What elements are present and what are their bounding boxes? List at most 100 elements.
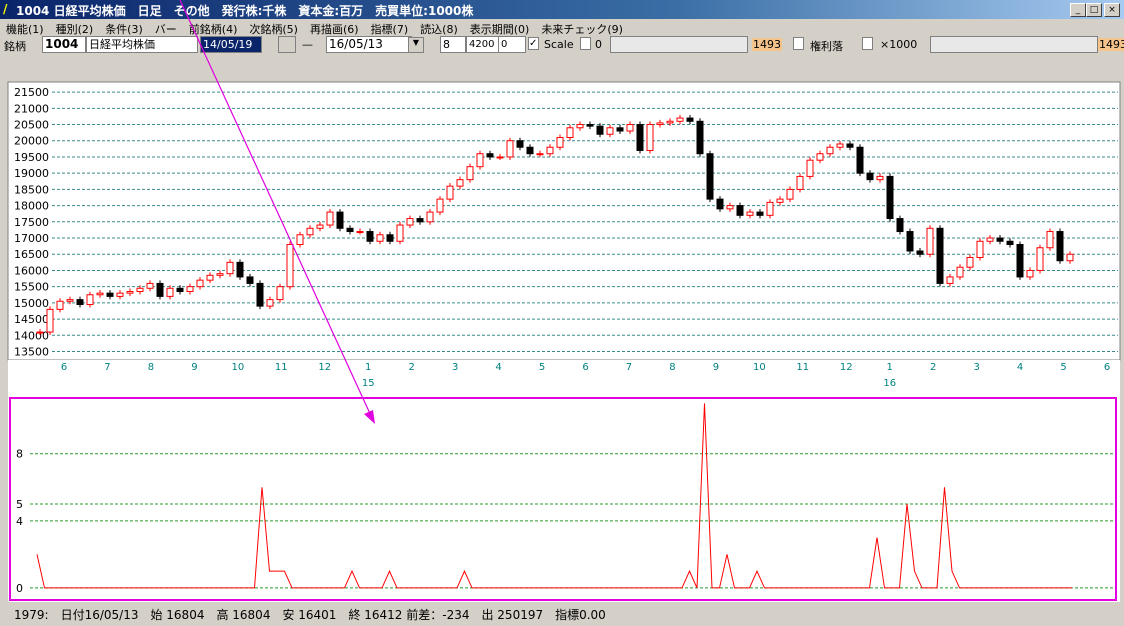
indicator-line: [36, 403, 1072, 589]
candle-body: [256, 282, 264, 307]
candle-body: [1056, 231, 1064, 262]
candle-body: [756, 211, 764, 216]
candle-body: [636, 124, 644, 151]
candle-body: [176, 287, 184, 293]
x-tick-label: 5: [539, 362, 545, 373]
maximize-button[interactable]: □: [1086, 3, 1102, 17]
candle-body: [566, 127, 574, 139]
menu-item[interactable]: 前銘柄(4): [188, 23, 238, 36]
candle-body: [666, 120, 674, 124]
candle-body: [1016, 244, 1024, 278]
x-tick-label: 6: [61, 362, 67, 373]
candle-body: [686, 117, 694, 122]
candle-body: [216, 273, 224, 276]
field-3[interactable]: 0: [498, 36, 526, 53]
year-label: 16: [883, 378, 896, 389]
candle-body: [276, 286, 284, 301]
candle-body: [316, 224, 324, 229]
menu-item[interactable]: 機能(1): [6, 23, 44, 36]
menu-item[interactable]: 表示期間(0): [469, 23, 530, 36]
y-tick-label: 20000: [14, 135, 49, 148]
candle-body: [366, 231, 374, 242]
count-2: 1493: [1098, 38, 1124, 51]
candle-body: [576, 124, 584, 129]
candle-body: [436, 198, 444, 213]
candle-body: [876, 175, 884, 181]
menu-item[interactable]: 指標(7): [370, 23, 409, 36]
label: 銘柄: [4, 40, 26, 53]
x-tick-label: 12: [318, 362, 331, 373]
candle-body: [796, 175, 804, 190]
x-tick-label: 7: [626, 362, 632, 373]
y-tick-label: 21500: [14, 86, 49, 99]
candle-body: [1046, 231, 1054, 249]
candle-body: [846, 143, 854, 148]
x-tick-label: 12: [840, 362, 853, 373]
candle-body: [726, 205, 734, 210]
menu-item[interactable]: 条件(3): [105, 23, 143, 36]
menu-item[interactable]: バー: [154, 23, 177, 36]
candle-body: [1006, 240, 1014, 246]
candle-body: [106, 292, 114, 297]
title-bar: / 1004 日経平均株価 日足 その他 発行株:千株 資本金:百万 売買単位:…: [0, 0, 1124, 19]
field-1[interactable]: 8: [440, 36, 466, 53]
slider-2[interactable]: [930, 36, 1098, 53]
candle-body: [906, 231, 914, 252]
candle-body: [456, 179, 464, 187]
candle-body: [116, 292, 124, 297]
to-date[interactable]: 16/05/13: [326, 36, 412, 53]
scale-label: Scale: [544, 38, 574, 51]
zero-checkbox[interactable]: [580, 37, 591, 50]
candle-body: [646, 124, 654, 151]
y-tick-label: 16500: [14, 248, 49, 261]
dash: —: [302, 38, 313, 51]
menu-item[interactable]: 種別(2): [55, 23, 94, 36]
name-input[interactable]: 日経平均株価: [86, 36, 198, 53]
candle-body: [886, 175, 894, 220]
candle-body: [226, 261, 234, 275]
candle-body: [206, 274, 214, 281]
menu-item[interactable]: 再描画(6): [309, 23, 359, 36]
candle-body: [126, 291, 134, 294]
close-button[interactable]: ×: [1104, 3, 1120, 17]
y-tick-label: 16000: [14, 264, 49, 277]
y-tick-label: 13500: [14, 346, 49, 359]
rights-checkbox[interactable]: [793, 37, 804, 50]
candle-body: [1066, 253, 1074, 262]
candle-body: [86, 294, 94, 305]
y-tick-label: 17000: [14, 232, 49, 245]
candle-body: [706, 153, 714, 200]
y-tick-label: 14000: [14, 329, 49, 342]
x-tick-label: 9: [191, 362, 197, 373]
candle-body: [606, 127, 614, 135]
code-input[interactable]: 1004: [42, 36, 86, 53]
menu-item[interactable]: 読込(8): [420, 23, 458, 36]
scale-checkbox[interactable]: ✓: [528, 37, 539, 50]
from-date[interactable]: 14/05/19: [200, 36, 262, 53]
candle-body: [596, 125, 604, 135]
menu-item[interactable]: 未来チェック(9): [541, 23, 623, 36]
spin-button[interactable]: [278, 36, 296, 53]
candle-body: [1036, 247, 1044, 271]
y-tick-label: 19000: [14, 167, 49, 180]
dropdown-button[interactable]: ▼: [408, 37, 424, 53]
multiplier-checkbox[interactable]: [862, 37, 873, 50]
candle-body: [936, 227, 944, 284]
minimize-button[interactable]: _: [1070, 3, 1086, 17]
x-tick-label: 10: [753, 362, 766, 373]
candle-body: [866, 172, 874, 181]
rights-label: 権利落: [810, 40, 843, 53]
menu-item[interactable]: 次銘柄(5): [249, 23, 298, 36]
slider-1[interactable]: [610, 36, 748, 53]
candle-body: [776, 198, 784, 203]
candle-body: [526, 146, 534, 155]
x-tick-label: 6: [1104, 362, 1110, 373]
candle-body: [306, 227, 314, 236]
candle-body: [46, 308, 54, 333]
candle-body: [786, 188, 794, 200]
y-tick-label: 0: [16, 582, 23, 595]
x-tick-label: 9: [713, 362, 719, 373]
x-tick-label: 1: [365, 362, 371, 373]
indicator-chart: 0 4 5 8: [16, 403, 1114, 595]
